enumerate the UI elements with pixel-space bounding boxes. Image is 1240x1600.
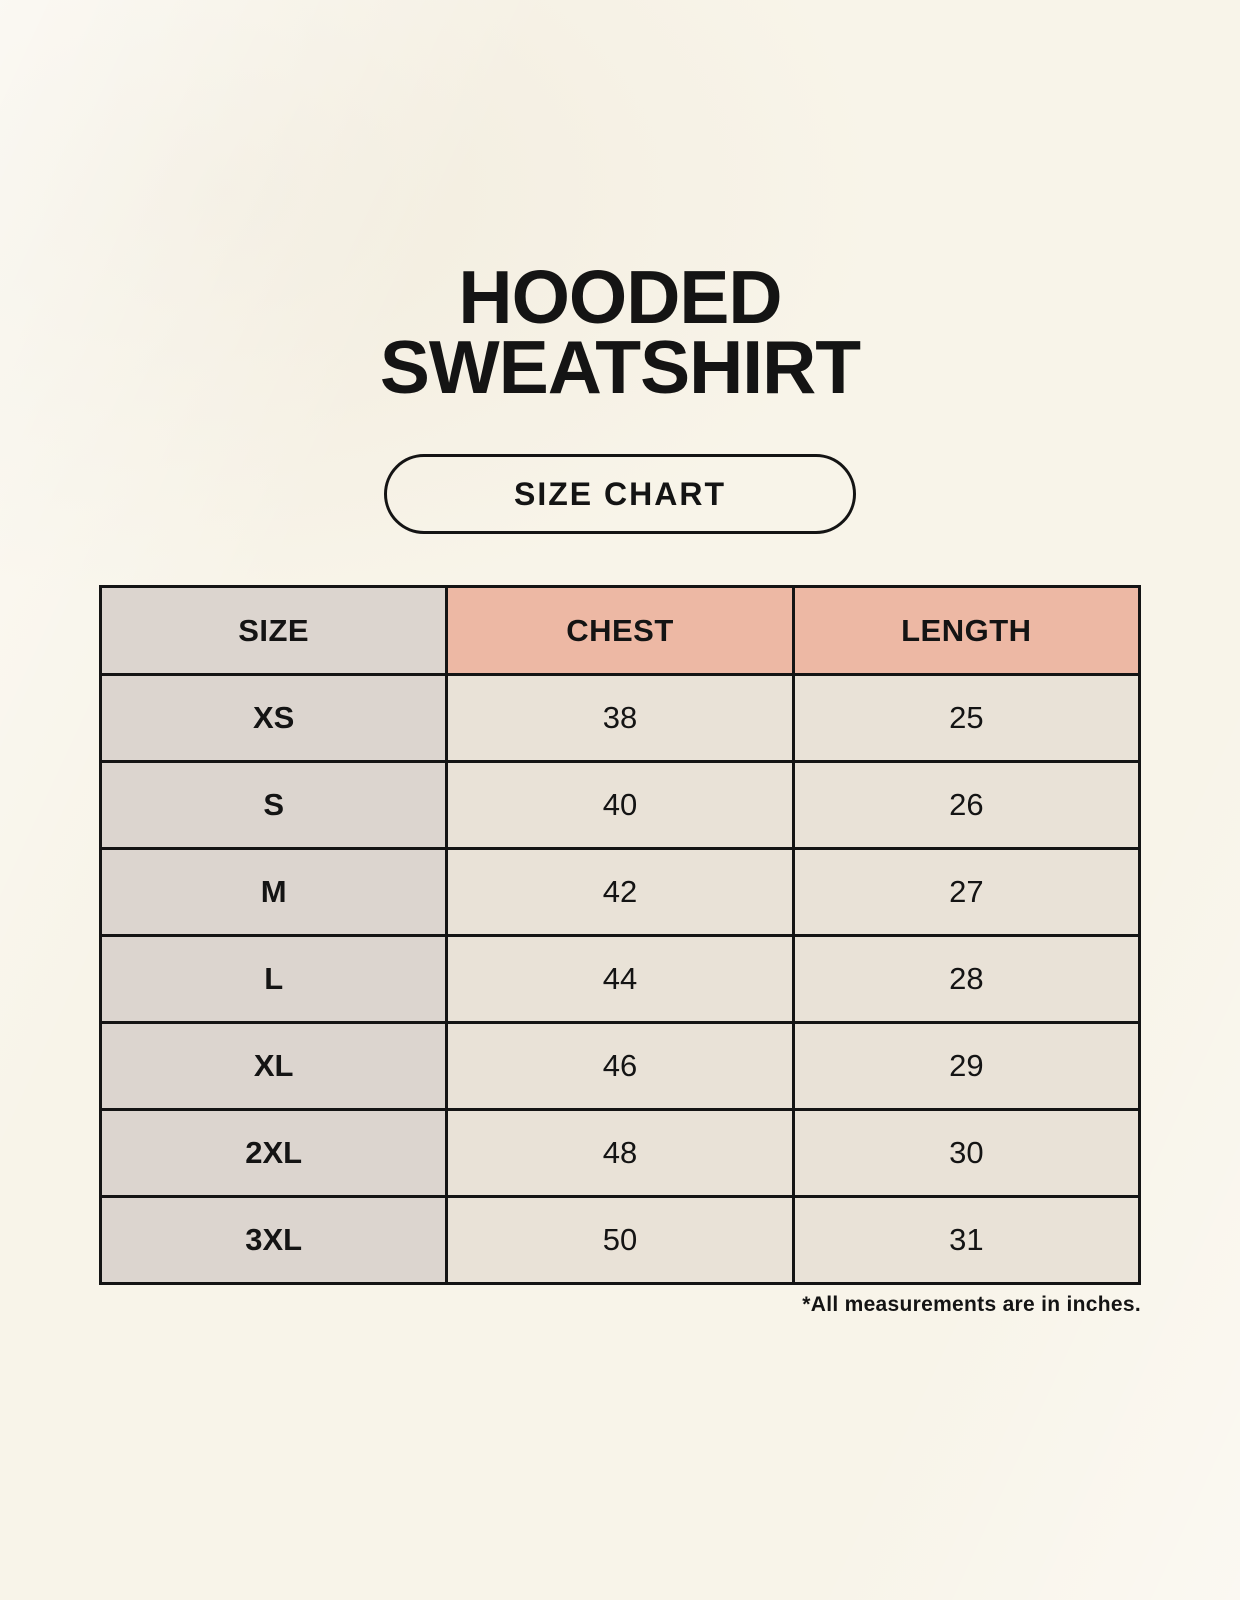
table-row: 2XL 48 30 bbox=[98, 1108, 1142, 1198]
size-label: 3XL bbox=[98, 1195, 449, 1285]
header-cell-chest: CHEST bbox=[445, 585, 795, 676]
length-value: 31 bbox=[791, 1195, 1142, 1285]
table-row: L 44 28 bbox=[98, 934, 1142, 1024]
length-value: 28 bbox=[791, 934, 1142, 1024]
size-label: XL bbox=[98, 1021, 449, 1111]
chest-value: 46 bbox=[445, 1021, 795, 1111]
size-label: M bbox=[98, 847, 449, 937]
length-value: 25 bbox=[791, 673, 1142, 763]
table-row: XS 38 25 bbox=[98, 673, 1142, 763]
table-row: XL 46 29 bbox=[98, 1021, 1142, 1111]
page-title-line2: SWEATSHIRT bbox=[379, 325, 861, 409]
size-chart-button[interactable]: SIZE CHART bbox=[384, 454, 856, 534]
chest-value: 38 bbox=[445, 673, 795, 763]
size-label: S bbox=[98, 760, 449, 850]
chest-value: 40 bbox=[445, 760, 795, 850]
table-header-row: SIZE CHEST LENGTH bbox=[98, 585, 1142, 676]
chest-value: 44 bbox=[445, 934, 795, 1024]
header-cell-length: LENGTH bbox=[791, 585, 1142, 676]
size-chart-table-container: SIZE CHEST LENGTH XS 38 25 S 40 26 M bbox=[98, 585, 1142, 1317]
chest-value: 42 bbox=[445, 847, 795, 937]
measurements-footnote: *All measurements are in inches. bbox=[802, 1293, 1141, 1316]
size-label: XS bbox=[98, 673, 449, 763]
size-chart-table: SIZE CHEST LENGTH XS 38 25 S 40 26 M bbox=[98, 585, 1142, 1285]
table-row: M 42 27 bbox=[98, 847, 1142, 937]
length-value: 29 bbox=[791, 1021, 1142, 1111]
size-label: 2XL bbox=[98, 1108, 449, 1198]
chest-value: 50 bbox=[445, 1195, 795, 1285]
page-title-line1: HOODED bbox=[458, 255, 782, 339]
size-label: L bbox=[98, 934, 449, 1024]
page-title: HOODED SWEATSHIRT bbox=[0, 260, 1240, 405]
length-value: 27 bbox=[791, 847, 1142, 937]
length-value: 30 bbox=[791, 1108, 1142, 1198]
header-cell-size: SIZE bbox=[98, 585, 449, 676]
table-row: 3XL 50 31 bbox=[98, 1195, 1142, 1285]
chest-value: 48 bbox=[445, 1108, 795, 1198]
length-value: 26 bbox=[791, 760, 1142, 850]
table-row: S 40 26 bbox=[98, 760, 1142, 850]
